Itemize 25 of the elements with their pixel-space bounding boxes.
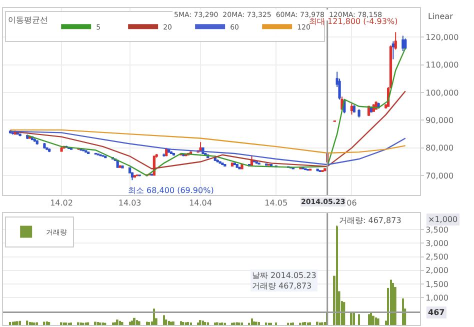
y-tick-label: 100,000 [426, 88, 459, 98]
x-tick-label: 14.05 [264, 198, 288, 208]
annotation: 날짜 2014.05.23 거래량 467,873 [252, 271, 316, 290]
annotation: 최대 121,800 (-4.93%) [309, 17, 398, 26]
y-tick-label: 90,000 [426, 116, 454, 126]
y-tick-label: 1,000 [426, 294, 449, 303]
x-tick-label: 14.03 [118, 198, 142, 208]
legend-title: 이동평균선 [8, 16, 48, 25]
x-tick-label: 14.04 [189, 198, 212, 208]
x-tick-label: 06 [346, 198, 357, 208]
y-tick-label: 80,000 [426, 144, 454, 153]
y-tick-label: 3,000 [426, 238, 449, 248]
annotation: 거래량: 467,873 [339, 216, 402, 225]
y-tick-label: 2,000 [426, 266, 449, 276]
y-tick-label: 110,000 [426, 60, 459, 70]
y-tick-label: 3,500 [426, 225, 449, 234]
annotation: 최소 68,400 (69.90%) [128, 186, 214, 195]
x-tick-label: 14.02 [50, 198, 73, 208]
text: Linear [428, 12, 454, 21]
ref-line-label: 467 [428, 308, 445, 317]
y-tick-label: 2,500 [426, 252, 449, 262]
y-axis-title: ×1,000 [428, 215, 458, 224]
y-tick-label: 120,000 [426, 32, 459, 42]
y-tick-label: 70,000 [426, 171, 454, 180]
y-tick-label: 1,500 [426, 280, 449, 289]
